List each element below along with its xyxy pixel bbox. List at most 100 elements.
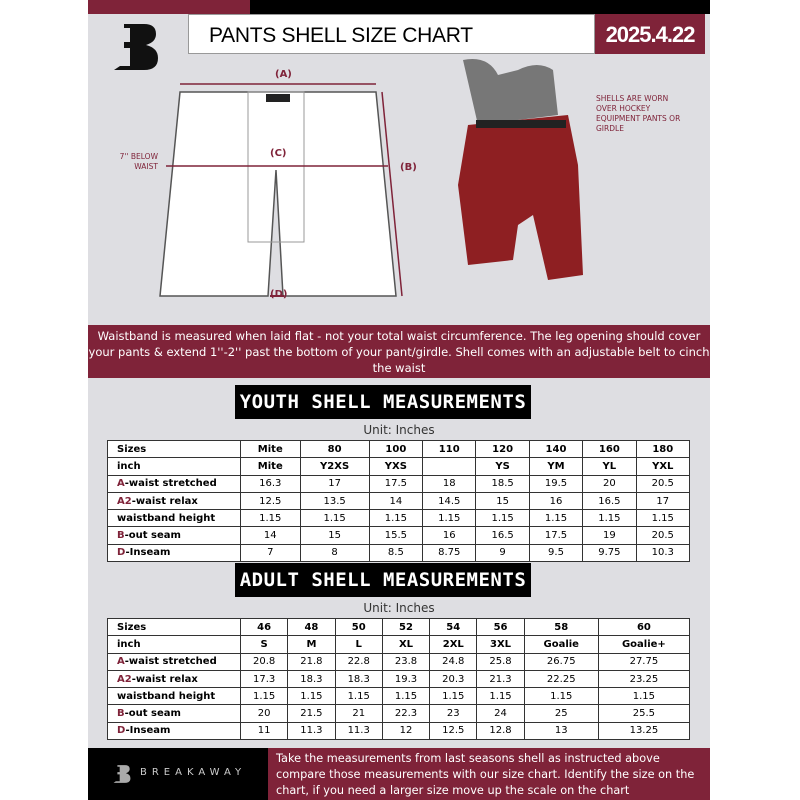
shorts-diagram (159, 83, 403, 297)
table-cell: 140 (528, 439, 584, 459)
table-cell: Y2XS (299, 457, 370, 476)
table-cell: 23 (429, 704, 478, 723)
measure-name: inch (117, 638, 141, 650)
adult-size-table: Sizes 46 48 50 52 54 56 58 60 inch S M L XL 2XL 3XL Goal… (107, 617, 691, 741)
table-cell: 22.25 (523, 669, 599, 689)
table-cell: 26.75 (523, 652, 599, 671)
table-cell: L (334, 635, 383, 654)
table-cell: 12 (381, 721, 431, 741)
table-cell: 1.15 (381, 687, 431, 706)
table-cell: 13.25 (597, 721, 691, 741)
table-cell: 20 (239, 704, 289, 723)
table-cell: 1.15 (287, 687, 336, 706)
table-cell: 12.5 (429, 721, 478, 741)
adult-unit: Unit: Inches (363, 601, 435, 615)
table-cell: S (239, 635, 289, 654)
table-cell: 20.3 (429, 669, 478, 689)
table-cell: 16 (528, 491, 584, 511)
measure-name: -waist stretched (124, 478, 217, 490)
table-cell: 1.15 (476, 687, 525, 706)
table-cell: 10.3 (635, 543, 691, 563)
measure-name: -Inseam (125, 547, 171, 559)
table-cell: 18.5 (475, 474, 530, 493)
table-cell: 11.3 (334, 721, 383, 741)
row-label: A2-waist relax (107, 491, 241, 511)
table-cell: 7 (240, 543, 301, 563)
table-cell: 8 (299, 543, 370, 563)
table-cell: XL (381, 635, 431, 654)
table-cell: 19 (582, 526, 637, 545)
table-cell: Mite (240, 457, 301, 476)
table-row: inch Mite Y2XS YXS YS YM YL YXL (107, 457, 691, 476)
table-cell: 1.15 (523, 687, 599, 706)
measure-name: waistband height (117, 512, 216, 524)
table-cell: YXS (368, 457, 424, 476)
table-cell: 27.75 (597, 652, 691, 671)
row-label: A2-waist relax (107, 669, 241, 689)
measure-code: A (117, 656, 125, 668)
table-row: inch S M L XL 2XL 3XL Goalie Goalie+ (107, 635, 691, 654)
table-cell: 19.3 (381, 669, 431, 689)
measure-code: D (117, 547, 126, 559)
table-cell: 18.3 (334, 669, 383, 689)
table-cell: 16.3 (240, 474, 301, 493)
table-cell: 21.3 (476, 669, 525, 689)
measure-name: Sizes (117, 621, 147, 633)
table-cell: 17 (299, 474, 370, 493)
table-row: D-Inseam 7 8 8.5 8.75 9 9.5 9.75 10.3 (107, 543, 691, 563)
row-label: waistband height (107, 509, 241, 528)
table-cell: 25.5 (597, 704, 691, 723)
table-cell: 9.5 (528, 543, 584, 563)
footer-instructions: Take the measurements from last seasons … (268, 748, 710, 800)
table-cell: Mite (240, 439, 301, 459)
row-label: A-waist stretched (107, 652, 241, 671)
table-cell: 14 (240, 526, 301, 545)
measure-code: B (117, 708, 125, 720)
table-row: B-out seam 14 15 15.5 16 16.5 17.5 19 20.5 (107, 526, 691, 545)
table-cell: 110 (422, 439, 477, 459)
table-cell: 1.15 (334, 687, 383, 706)
row-label: waistband height (107, 687, 241, 706)
table-cell: 11.3 (287, 721, 336, 741)
table-cell: 9 (475, 543, 530, 563)
table-cell: 48 (287, 617, 336, 637)
table-cell (422, 457, 477, 476)
table-cell: 8.5 (368, 543, 424, 563)
table-row: A2-waist relax 17.3 18.3 18.3 19.3 20.3 21.3 22… (107, 669, 691, 689)
table-cell: 25.8 (476, 652, 525, 671)
adult-section-title: ADULT SHELL MEASUREMENTS (235, 563, 531, 597)
table-cell: 12.8 (476, 721, 525, 741)
table-cell: 1.15 (597, 687, 691, 706)
table-cell: 14.5 (422, 491, 477, 511)
table-cell: 60 (597, 617, 691, 637)
row-label: B-out seam (107, 526, 241, 545)
table-cell: 23.25 (597, 669, 691, 689)
row-label: Sizes (107, 617, 241, 637)
table-row: B-out seam 20 21.5 21 22.3 23 24 25 25.5 (107, 704, 691, 723)
table-cell: 15 (299, 526, 370, 545)
youth-section-title: YOUTH SHELL MEASUREMENTS (235, 385, 531, 419)
row-label: inch (107, 635, 241, 654)
row-label: A-waist stretched (107, 474, 241, 493)
table-cell: 1.15 (299, 509, 370, 528)
breakaway-logo-icon (113, 765, 131, 783)
table-cell: 1.15 (528, 509, 584, 528)
table-cell: 24 (476, 704, 525, 723)
table-cell: 1.15 (635, 509, 691, 528)
table-cell: 22.3 (381, 704, 431, 723)
table-row: A-waist stretched 20.8 21.8 22.8 23.8 24.8 25.… (107, 652, 691, 671)
row-label: D-Inseam (107, 543, 241, 563)
table-cell: 22.8 (334, 652, 383, 671)
table-cell: 17.5 (528, 526, 584, 545)
table-cell: 80 (299, 439, 370, 459)
table-cell: 100 (368, 439, 424, 459)
row-label: Sizes (107, 439, 241, 459)
measure-name: waistband height (117, 690, 216, 702)
table-cell: 21 (334, 704, 383, 723)
table-cell: 1.15 (240, 509, 301, 528)
label-d: (D) (270, 289, 288, 300)
table-cell: 58 (523, 617, 599, 637)
table-cell: 18 (422, 474, 477, 493)
table-cell: 1.15 (429, 687, 478, 706)
measure-name: -out seam (124, 530, 181, 542)
